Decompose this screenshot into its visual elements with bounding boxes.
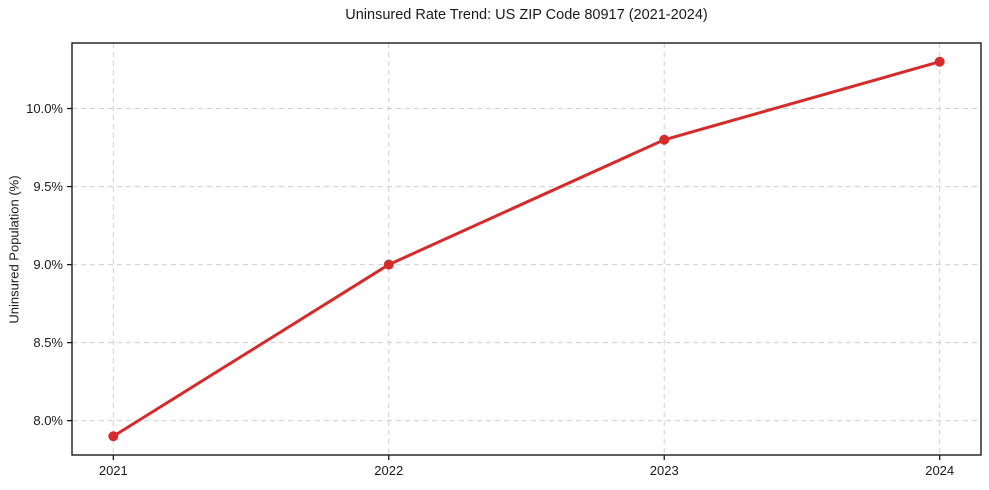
x-tick-label: 2022 bbox=[374, 463, 403, 478]
chart-title: Uninsured Rate Trend: US ZIP Code 80917 … bbox=[345, 7, 708, 23]
y-tick-label: 9.5% bbox=[33, 179, 63, 194]
data-point-marker bbox=[934, 56, 945, 67]
x-tick-label: 2021 bbox=[99, 463, 128, 478]
x-tick-label: 2024 bbox=[925, 463, 954, 478]
y-tick-label: 10.0% bbox=[26, 101, 63, 116]
data-point-marker bbox=[383, 259, 394, 270]
y-tick-label: 8.0% bbox=[33, 413, 63, 428]
y-tick-label: 9.0% bbox=[33, 257, 63, 272]
data-point-marker bbox=[108, 431, 119, 442]
trend-line bbox=[111, 60, 942, 438]
plot-border bbox=[71, 42, 982, 456]
y-tick-label: 8.5% bbox=[33, 335, 63, 350]
data-point-marker bbox=[659, 134, 670, 145]
x-tick-label: 2023 bbox=[650, 463, 679, 478]
